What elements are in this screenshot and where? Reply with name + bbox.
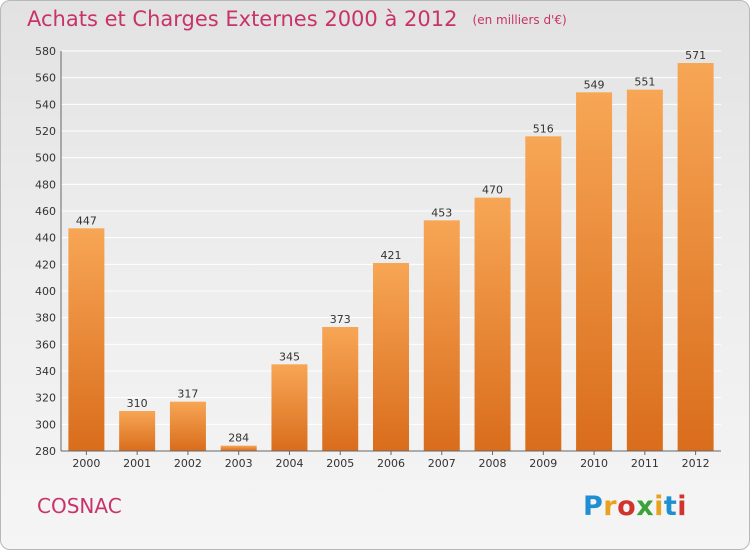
x-tick-label: 2009 [529, 457, 557, 470]
logo-letter: r [603, 491, 618, 522]
data-label: 470 [482, 184, 503, 197]
bar [525, 136, 562, 452]
logo-letter: P [583, 491, 604, 522]
data-label: 284 [228, 432, 249, 445]
y-tick-label: 440 [35, 232, 56, 245]
data-label: 453 [431, 206, 452, 219]
x-tick-label: 2012 [682, 457, 710, 470]
logo-letter: o [617, 491, 637, 522]
data-label: 373 [330, 313, 351, 326]
y-tick-label: 420 [35, 258, 56, 271]
x-tick-label: 2002 [174, 457, 202, 470]
data-label: 549 [584, 78, 605, 91]
data-label: 447 [76, 214, 97, 227]
x-tick-label: 2005 [326, 457, 354, 470]
y-tick-label: 320 [35, 392, 56, 405]
data-label: 317 [177, 388, 198, 401]
x-tick-label: 2006 [377, 457, 405, 470]
y-tick-label: 580 [35, 45, 56, 58]
title-row: Achats et Charges Externes 2000 à 2012 (… [27, 7, 567, 31]
logo-letter: i [677, 491, 688, 522]
y-tick-label: 540 [35, 98, 56, 111]
data-label: 345 [279, 350, 300, 363]
bar [474, 197, 511, 451]
x-tick-label: 2010 [580, 457, 608, 470]
bar [423, 220, 460, 451]
y-tick-label: 460 [35, 205, 56, 218]
x-tick-label: 2008 [479, 457, 507, 470]
data-label: 551 [634, 76, 655, 89]
x-tick-label: 2003 [225, 457, 253, 470]
y-tick-label: 380 [35, 312, 56, 325]
y-tick-label: 560 [35, 72, 56, 85]
bar [68, 228, 105, 451]
y-tick-label: 280 [35, 445, 56, 458]
bar [169, 401, 206, 451]
chart-title: Achats et Charges Externes 2000 à 2012 [27, 7, 458, 31]
x-tick-label: 2011 [631, 457, 659, 470]
x-tick-label: 2004 [275, 457, 303, 470]
bar-layer: 447 310 317 284 345 373 421 453 470 516 549 551 571 [68, 49, 714, 452]
y-tick-label: 360 [35, 338, 56, 351]
logo-letter: x [636, 491, 655, 522]
city-name: COSNAC [37, 494, 122, 518]
chart-subtitle: (en milliers d'€) [472, 13, 567, 27]
axis-layer: 280 300 320 340 360 380 400 420 440 460 480 500 520 5… [35, 45, 721, 470]
bar [626, 89, 663, 452]
x-tick-label: 2000 [72, 457, 100, 470]
data-label: 516 [533, 122, 554, 135]
y-tick-label: 300 [35, 418, 56, 431]
bar [119, 411, 156, 451]
y-tick-label: 340 [35, 365, 56, 378]
logo-letter: i [654, 491, 664, 522]
data-label: 310 [127, 397, 148, 410]
proxiti-logo[interactable]: Proxiti [583, 491, 687, 522]
y-tick-label: 500 [35, 152, 56, 165]
bar [271, 364, 308, 451]
data-label: 571 [685, 49, 706, 62]
bar [220, 445, 257, 451]
x-tick-label: 2001 [123, 457, 151, 470]
y-tick-label: 400 [35, 285, 56, 298]
x-tick-label: 2007 [428, 457, 456, 470]
bar [322, 327, 359, 451]
bar [373, 263, 409, 451]
bar [576, 92, 613, 451]
bar [677, 63, 714, 451]
y-tick-label: 480 [35, 178, 56, 191]
logo-letter: t [663, 491, 678, 522]
y-tick-label: 520 [35, 125, 56, 138]
data-label: 421 [381, 249, 402, 262]
